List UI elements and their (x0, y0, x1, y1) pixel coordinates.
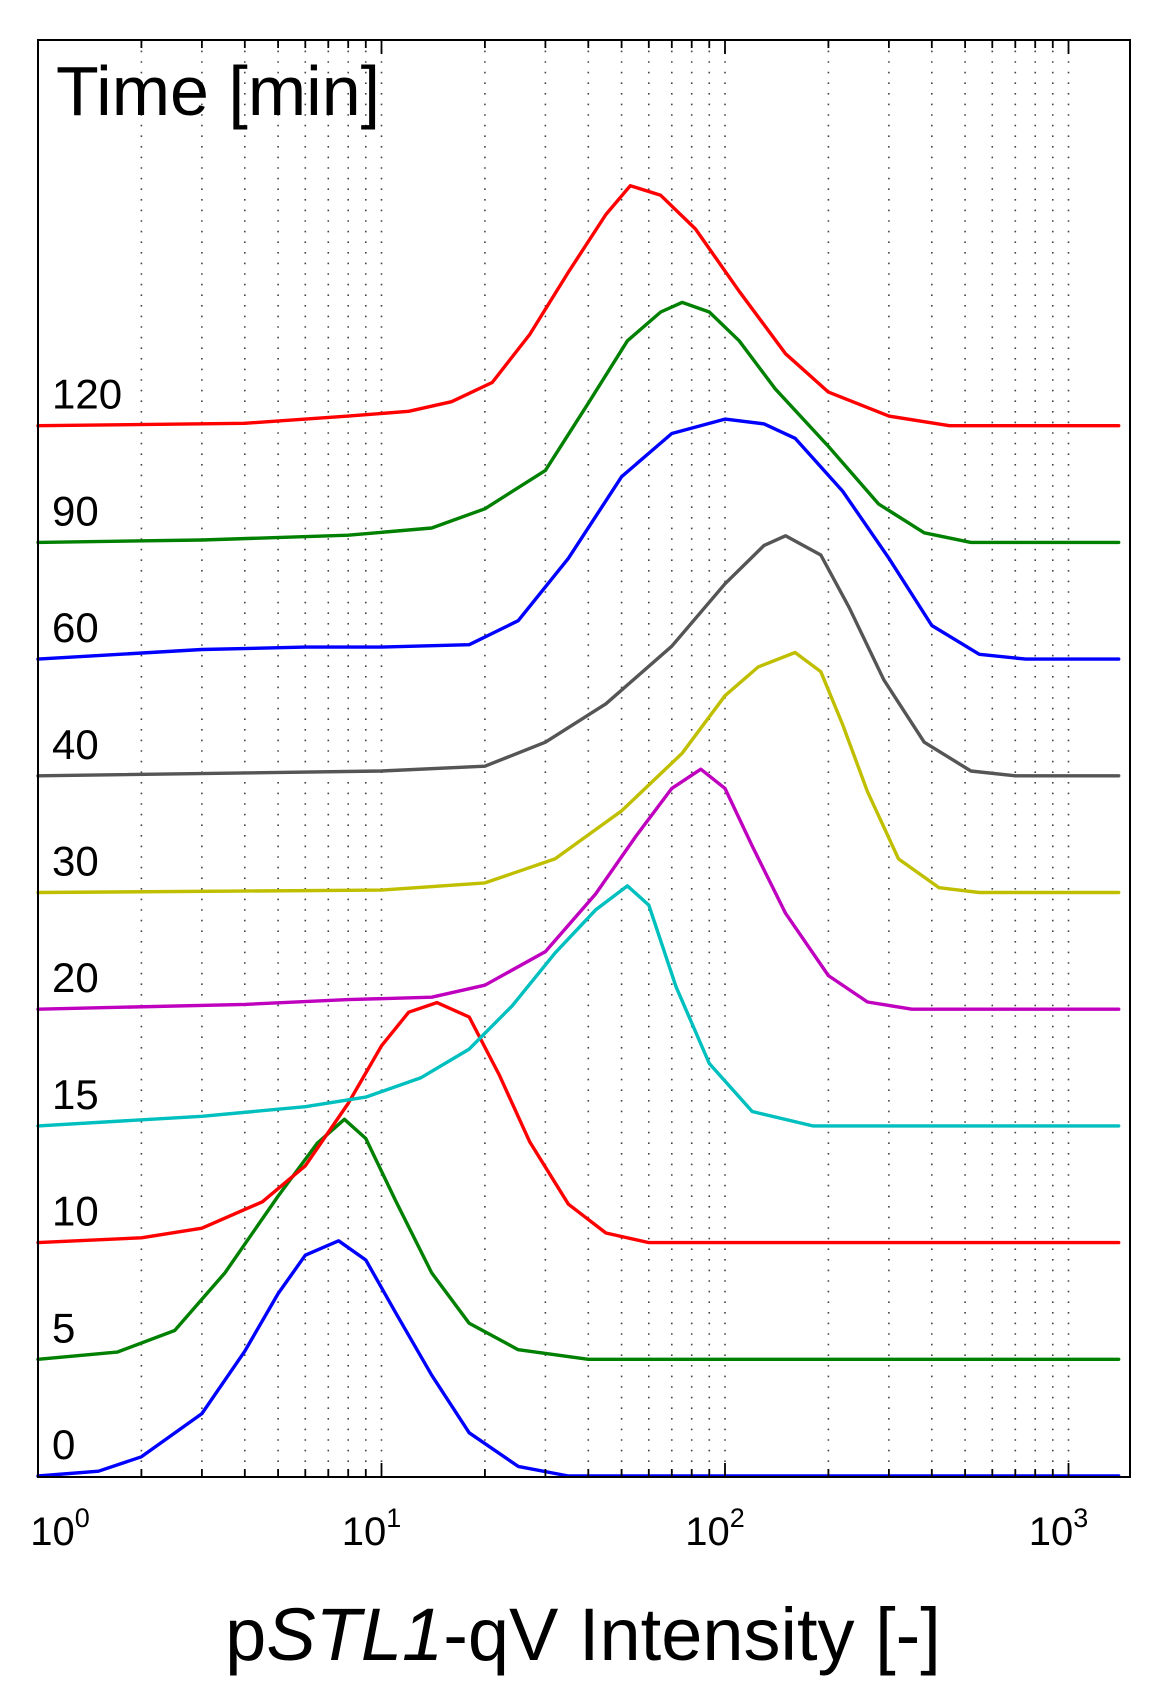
x-tick-marks (37, 40, 1070, 1477)
time-labels: 0 5 10 15 20 30 40 60 90 120 (52, 371, 122, 1468)
series-line (36, 184, 1121, 428)
x-axis-label: pSTL1-qV Intensity [-] (225, 1593, 941, 1676)
time-label: 60 (52, 604, 99, 651)
x-tick-labels: 100 101 102 103 (30, 1503, 1088, 1554)
time-label: 20 (52, 954, 99, 1001)
time-label: 120 (52, 371, 122, 418)
series-line (36, 417, 1121, 661)
time-label: 30 (52, 838, 99, 885)
series-line (36, 767, 1121, 1011)
plot-frame (37, 39, 1131, 1478)
x-axis-label-suffix: -qV Intensity [-] (443, 1593, 941, 1676)
x-axis-label-gene: STL1 (266, 1593, 443, 1676)
time-label: 90 (52, 487, 99, 534)
chart-title: Time [min] (56, 52, 380, 130)
time-label: 0 (52, 1421, 75, 1468)
x-tick-label: 100 (30, 1503, 90, 1554)
time-label: 40 (52, 721, 99, 768)
series-line (36, 1000, 1121, 1245)
time-label: 5 (52, 1304, 75, 1351)
series-line (36, 534, 1121, 778)
series-line (36, 650, 1121, 895)
x-tick-label: 103 (1029, 1503, 1089, 1554)
series-line (36, 300, 1121, 545)
time-label: 15 (52, 1071, 99, 1118)
time-label: 10 (52, 1188, 99, 1235)
grid-lines (140, 40, 1070, 1477)
series-line (36, 1239, 1121, 1478)
x-tick-label: 102 (685, 1503, 745, 1554)
series-line (36, 1117, 1121, 1361)
x-axis-label-prefix: p (225, 1593, 266, 1676)
series-lines (36, 184, 1121, 1478)
x-tick-label: 101 (342, 1503, 402, 1554)
series-line (36, 884, 1121, 1128)
